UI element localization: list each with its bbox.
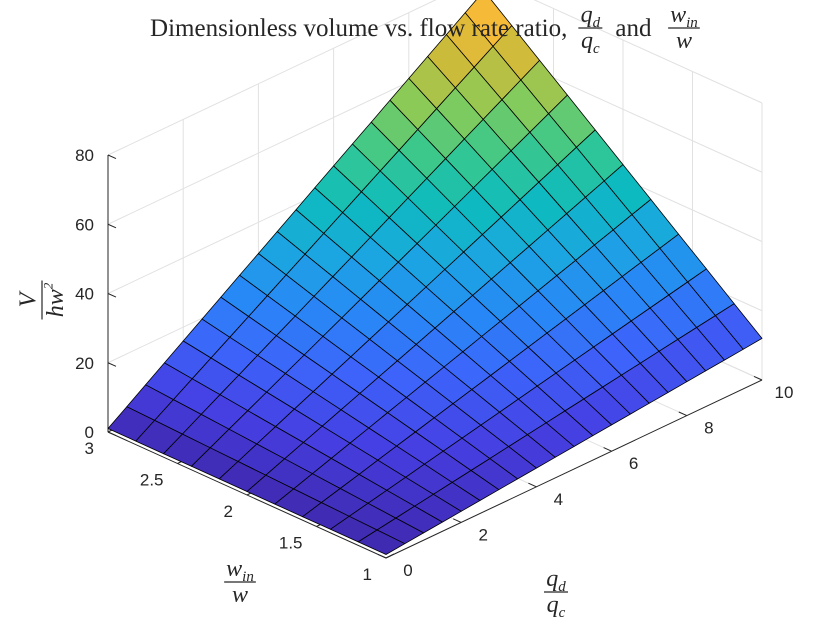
wall-grid-z2 [533,0,763,104]
x-tick-label: 2 [478,525,487,544]
z-tick-label: 40 [75,285,94,304]
x-tick [528,482,537,488]
y-tick-label: 1.5 [279,534,303,553]
x-tick [678,411,688,417]
x-label-denominator: qc [547,592,566,621]
z-tick [107,362,117,367]
title-connector: and [615,15,652,42]
y-label-denominator: w [232,582,248,608]
y-tick-label: 3 [85,439,94,458]
title-frac2-denominator: w [676,28,692,54]
x-tick-label: 0 [403,561,412,580]
x-tick [452,518,462,523]
x-axis-line [385,379,763,559]
title-frac1-numerator: qd [581,2,601,31]
z-tick-label: 80 [75,146,94,165]
z-tick [107,431,117,437]
x-tick [753,375,763,381]
chart-title: Dimensionless volume vs. flow rate ratio… [150,2,700,57]
x-label-numerator: qd [546,566,566,595]
title-frac1-denominator: qc [581,28,600,57]
surface-patch [357,529,406,555]
y-tick-label: 2 [224,502,233,521]
y-tick [385,553,395,559]
z-tick [107,293,117,298]
surface-mesh [107,0,763,555]
z-tick-label: 60 [75,215,94,234]
y-label-numerator: win [226,556,254,585]
z-tick [107,223,117,229]
z-label-denominator: hw2 [41,282,70,317]
x-tick-label: 8 [704,419,713,438]
x-tick [377,553,387,559]
x-tick-label: 4 [554,490,563,509]
y-tick-label: 1 [363,565,372,584]
title-main-text: Dimensionless volume vs. flow rate ratio… [150,15,567,42]
title-frac2-numerator: win [670,2,698,31]
z-label-numerator: V [16,290,42,307]
z-tick-label: 0 [85,423,94,442]
wall-grid-z [107,0,437,156]
z-tick-label: 20 [75,354,94,373]
x-tick-label: 6 [629,454,638,473]
y-tick-label: 2.5 [140,471,164,490]
x-tick [603,447,612,452]
z-tick [107,154,117,160]
x-tick-label: 10 [775,383,794,402]
